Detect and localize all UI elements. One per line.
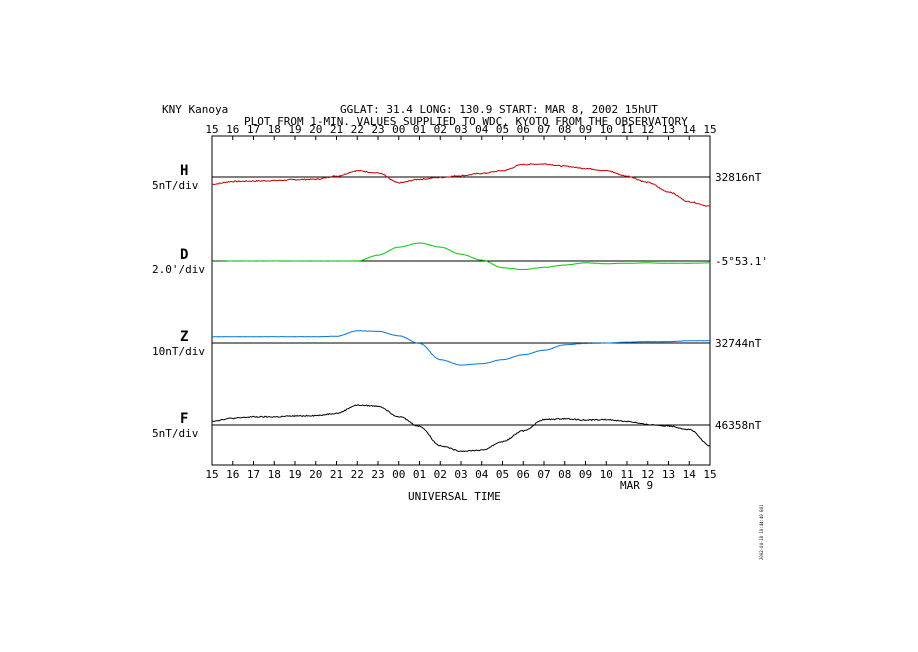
bottom-tick-label: 14 [683,468,697,481]
top-tick-label: 18 [268,123,281,136]
component-label: D [180,247,188,263]
top-tick-label: 20 [309,123,322,136]
top-tick-label: 05 [496,123,509,136]
component-label: Z [180,329,188,345]
bottom-tick-label: 22 [351,468,364,481]
bottom-tick-label: 13 [662,468,675,481]
top-tick-label: 02 [434,123,447,136]
bottom-tick-label: 23 [371,468,384,481]
component-label: F [180,411,188,427]
bottom-tick-label: 11 [620,468,633,481]
bottom-tick-label: 19 [288,468,301,481]
bottom-tick-label: 15 [205,468,218,481]
top-tick-label: 21 [330,123,343,136]
date-label: MAR 9 [620,479,653,492]
component-label: H [180,163,188,179]
bottom-tick-label: 05 [496,468,509,481]
top-tick-label: 07 [537,123,550,136]
margin-timestamp: 2002-04-18 10:44:40 B01 [759,504,764,560]
bottom-tick-label: 20 [309,468,322,481]
top-tick-label: 14 [683,123,697,136]
baseline-value: -5°53.1' [715,255,768,268]
bottom-tick-label: 17 [247,468,260,481]
panel-d: D2.0'/div -5°53.1' [152,242,768,276]
bottom-tick-label: 16 [226,468,239,481]
bottom-tick-label: 02 [434,468,447,481]
bottom-hour-axis: 15 16 17 18 19 20 21 22 23 00 01 02 03 04 05 06 07 08 09 10… [205,461,717,481]
bottom-tick-label: 08 [558,468,571,481]
top-tick-label: 08 [558,123,571,136]
top-tick-label: 01 [413,123,426,136]
bottom-tick-label: 06 [517,468,530,481]
top-tick-label: 09 [579,123,592,136]
top-tick-label: 19 [288,123,301,136]
bottom-tick-label: 12 [641,468,654,481]
bottom-tick-label: 03 [454,468,467,481]
top-tick-label: 15 [703,123,716,136]
trace-h [211,163,711,207]
baseline-value: 32816nT [715,171,762,184]
top-tick-label: 22 [351,123,364,136]
baseline-value: 32744nT [715,337,762,350]
bottom-tick-label: 00 [392,468,405,481]
top-tick-label: 10 [600,123,613,136]
coords-label: GGLAT: 31.4 LONG: 130.9 START: MAR 8, 20… [340,103,658,116]
x-axis-label: UNIVERSAL TIME [408,490,501,503]
station-label: KNY Kanoya [162,103,228,116]
trace-f [211,404,711,453]
top-tick-label: 04 [475,123,489,136]
bottom-tick-label: 01 [413,468,426,481]
top-tick-label: 00 [392,123,405,136]
bottom-tick-label: 09 [579,468,592,481]
scale-label: 2.0'/div [152,263,205,276]
top-tick-label: 06 [517,123,530,136]
component-panels: H5nT/div32816nTD2.0'/div-5°53.1'Z10nT/di… [152,163,768,453]
bottom-tick-label: 15 [703,468,716,481]
bottom-tick-label: 10 [600,468,613,481]
scale-label: 5nT/div [152,179,199,192]
trace-z [211,330,711,366]
top-tick-label: 15 [205,123,218,136]
baseline-value: 46358nT [715,419,762,432]
top-tick-label: 16 [226,123,239,136]
bottom-tick-label: 18 [268,468,281,481]
bottom-tick-label: 21 [330,468,343,481]
bottom-tick-label: 07 [537,468,550,481]
scale-label: 5nT/div [152,427,199,440]
top-tick-label: 17 [247,123,260,136]
bottom-tick-label: 04 [475,468,489,481]
subtitle: PLOT FROM 1-MIN. VALUES SUPPLIED TO WDC,… [244,115,688,128]
top-tick-label: 11 [620,123,633,136]
top-hour-axis: 15 16 17 18 19 20 21 22 23 00 01 02 03 04 05 06 07 08 09 10… [205,123,717,140]
top-tick-label: 13 [662,123,675,136]
scale-label: 10nT/div [152,345,205,358]
trace-d [211,242,711,271]
top-tick-label: 12 [641,123,654,136]
top-tick-label: 23 [371,123,384,136]
top-tick-label: 03 [454,123,467,136]
